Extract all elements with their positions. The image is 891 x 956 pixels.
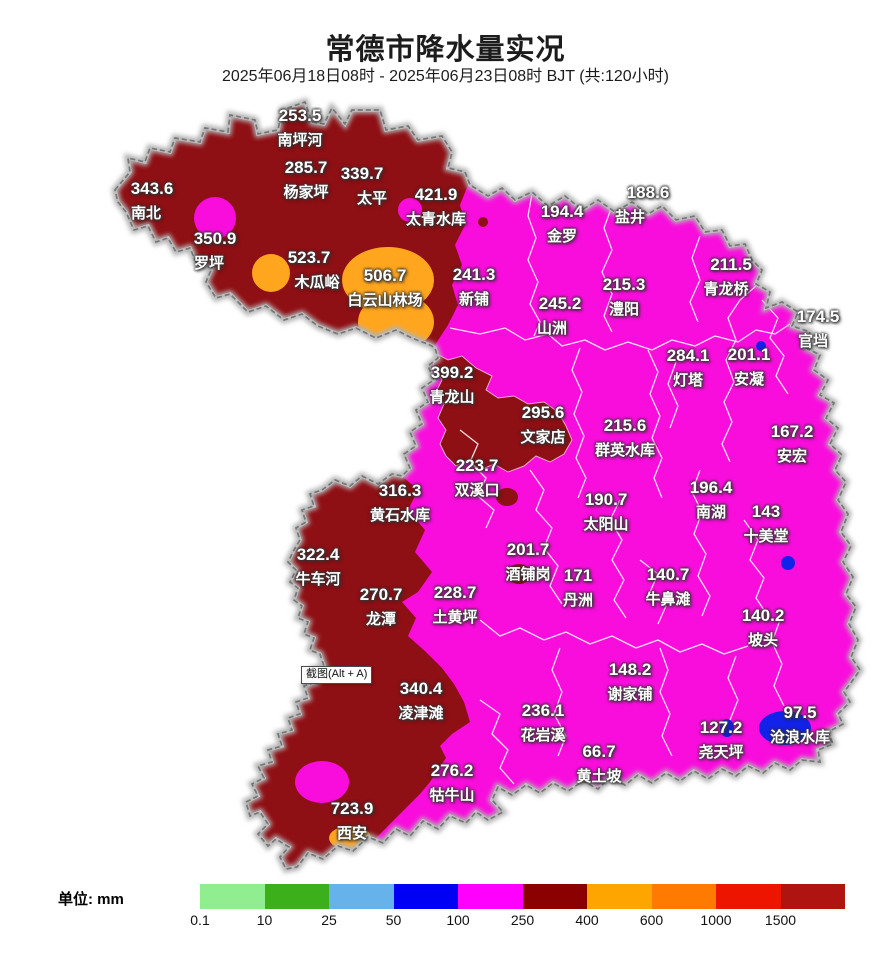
legend-tick: 250: [510, 912, 535, 928]
rain-band-50-100-spot: [781, 556, 795, 570]
legend-swatch: [458, 884, 523, 909]
legend-color-bar: [200, 884, 845, 909]
rain-band-50-100-spot: [756, 341, 766, 351]
rain-band-50-100-spot: [720, 719, 734, 737]
township-borders: [449, 193, 791, 785]
legend-tick: 400: [575, 912, 599, 928]
legend-swatch: [651, 884, 716, 909]
page-title: 常德市降水量实况: [325, 34, 566, 66]
legend-swatch: [522, 884, 587, 909]
maroon-dot: [496, 488, 518, 506]
rain-band-600-1000-spot: [252, 254, 290, 292]
legend-tick: 10: [256, 912, 273, 928]
magenta-spot: [398, 198, 422, 222]
legend-swatch: [264, 884, 329, 909]
legend-swatch: [329, 884, 394, 909]
legend-swatch: [393, 884, 458, 909]
maroon-dot: [507, 564, 531, 584]
rain-band-400-600-center-blob: [432, 351, 573, 473]
page-subtitle: 2025年06月18日08时 - 2025年06月23日08时 BJT (共:1…: [221, 68, 670, 85]
legend-swatch: [780, 884, 845, 909]
legend-tick: 1000: [700, 912, 732, 928]
legend-tick: 25: [321, 912, 337, 928]
rain-band-50-100-reservoir: [759, 711, 811, 745]
legend-swatch: [200, 884, 265, 909]
legend-unit-label: 单位: mm: [58, 891, 124, 908]
screenshot-tooltip[interactable]: 截图(Alt + A): [301, 666, 373, 684]
legend: 单位: mm 0.1 10 25 50 100 250 400 600 1000 1500: [0, 878, 891, 948]
magenta-spot: [194, 197, 236, 239]
legend-tick: 600: [639, 912, 664, 928]
legend-tick: 50: [385, 912, 402, 928]
legend-tick: 0.1: [190, 912, 210, 928]
legend-tick-row: 0.1 10 25 50 100 250 400 600 1000 1500: [0, 912, 891, 934]
legend-tick: 100: [446, 912, 470, 928]
legend-tick: 1500: [764, 912, 797, 928]
magenta-spot: [295, 761, 349, 803]
legend-swatch: [716, 884, 781, 909]
legend-swatch: [587, 884, 652, 909]
maroon-dot: [478, 217, 488, 227]
